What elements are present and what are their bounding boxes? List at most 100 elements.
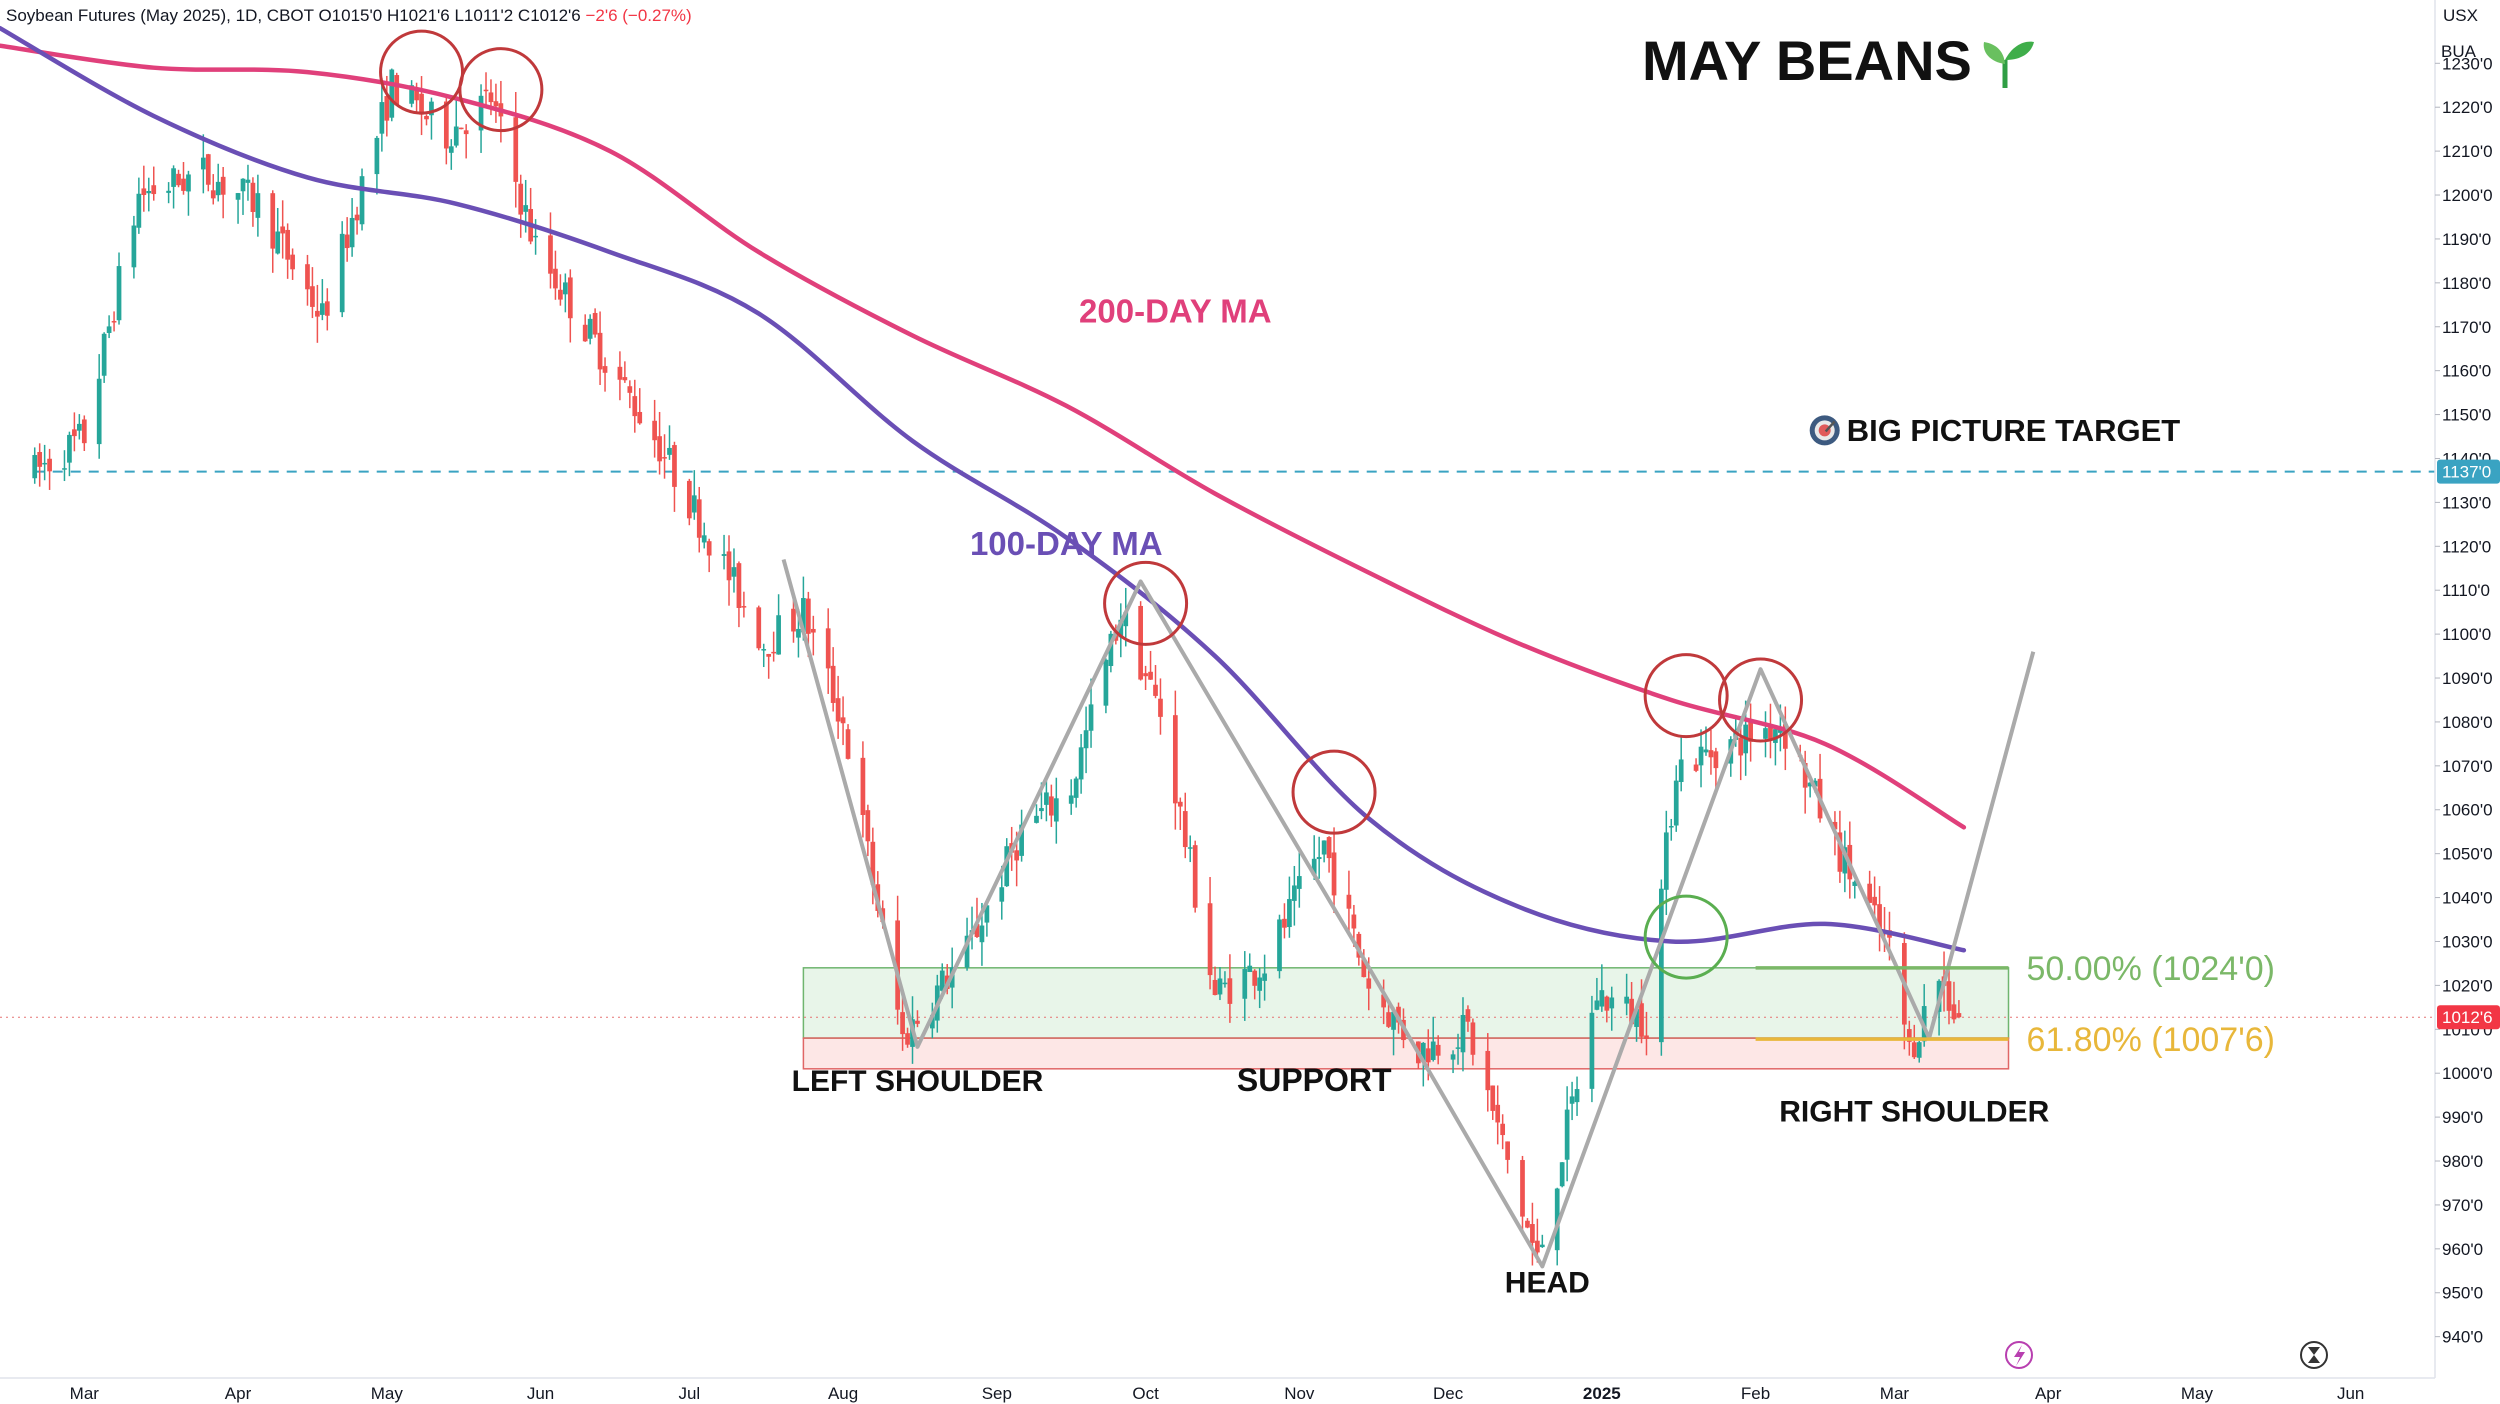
candle bbox=[81, 415, 87, 451]
candle-body bbox=[691, 495, 697, 513]
candle bbox=[47, 448, 52, 490]
candle-body bbox=[305, 264, 310, 290]
candle-body bbox=[1668, 826, 1674, 828]
replay-icon-ring bbox=[2300, 1341, 2328, 1369]
candle-body bbox=[617, 366, 623, 380]
y-tick-label: 1190'0 bbox=[2442, 230, 2491, 249]
candle-body bbox=[67, 434, 72, 463]
candle bbox=[905, 1027, 910, 1048]
candle-body bbox=[1227, 978, 1233, 1004]
candle bbox=[453, 100, 459, 148]
last-price-tag: 1012'6 bbox=[2442, 1008, 2493, 1027]
candle bbox=[657, 411, 662, 475]
replay-icon-glyph bbox=[2308, 1347, 2320, 1363]
candle-body bbox=[285, 229, 290, 260]
candle bbox=[726, 535, 732, 606]
candle bbox=[1530, 1202, 1535, 1266]
candle-body bbox=[870, 841, 876, 885]
x-tick-label: Jul bbox=[678, 1384, 700, 1403]
candle-body bbox=[523, 205, 529, 212]
candle-body bbox=[409, 85, 414, 104]
candle bbox=[1088, 678, 1094, 748]
candle-body bbox=[235, 193, 241, 200]
candle bbox=[1609, 986, 1615, 1031]
candle bbox=[116, 252, 122, 325]
candle-body bbox=[1277, 919, 1282, 972]
candle-body bbox=[766, 653, 772, 657]
candle-body bbox=[840, 717, 846, 724]
highlight-circles bbox=[379, 29, 1804, 980]
candle bbox=[1346, 870, 1352, 933]
candle bbox=[270, 190, 276, 273]
candle bbox=[186, 170, 191, 216]
candle bbox=[1321, 840, 1327, 863]
x-tick-label: May bbox=[2181, 1384, 2214, 1403]
candle bbox=[736, 561, 742, 628]
candle-body bbox=[62, 468, 67, 470]
x-tick-label: Dec bbox=[1433, 1384, 1464, 1403]
y-tick-label: 1230'0 bbox=[2442, 54, 2493, 73]
candle-body bbox=[1296, 876, 1302, 889]
candle bbox=[419, 76, 424, 136]
candle-body bbox=[830, 665, 836, 703]
title-group: MAY BEANS bbox=[1642, 29, 2034, 92]
candle bbox=[1177, 797, 1183, 831]
support-red-zone bbox=[802, 1037, 2010, 1070]
candle bbox=[1262, 954, 1267, 1001]
candle-body bbox=[1604, 996, 1610, 1011]
x-tick-label: 2025 bbox=[1583, 1384, 1621, 1403]
candle-body bbox=[344, 234, 350, 249]
candle-body bbox=[1748, 721, 1753, 742]
x-tick-label: Oct bbox=[1132, 1384, 1159, 1403]
candle-body bbox=[1148, 671, 1153, 680]
candle-body bbox=[1321, 840, 1327, 855]
candle-body bbox=[1525, 1220, 1530, 1228]
candle-body bbox=[1569, 1096, 1575, 1104]
candle bbox=[493, 83, 499, 123]
candle bbox=[617, 351, 623, 401]
candle bbox=[1326, 836, 1332, 873]
candle-body bbox=[220, 176, 226, 195]
candle bbox=[1951, 981, 1957, 1024]
candle-body bbox=[1763, 728, 1768, 739]
candle-body bbox=[895, 920, 900, 1010]
y-tick-label: 1160'0 bbox=[2442, 362, 2491, 381]
candle bbox=[1763, 711, 1768, 758]
candle-body bbox=[1455, 1047, 1461, 1049]
candle-body bbox=[1014, 850, 1020, 861]
candle-body bbox=[602, 366, 608, 373]
candle bbox=[136, 177, 142, 234]
green-circle bbox=[1643, 894, 1729, 980]
candle-body bbox=[1153, 684, 1158, 696]
candle bbox=[1049, 784, 1054, 827]
candle bbox=[582, 314, 588, 342]
candle bbox=[349, 198, 355, 257]
candle-body bbox=[42, 462, 47, 465]
candle-body bbox=[1535, 1240, 1540, 1253]
candle bbox=[76, 414, 82, 440]
candle-body bbox=[796, 628, 801, 638]
candle-body bbox=[1589, 1012, 1595, 1089]
candle bbox=[528, 187, 533, 245]
candle-body bbox=[1559, 1162, 1565, 1187]
candle-body bbox=[240, 178, 246, 192]
candle bbox=[1911, 1024, 1917, 1059]
candle bbox=[394, 72, 400, 106]
moving-averages bbox=[0, 25, 1967, 953]
candle bbox=[310, 267, 315, 319]
annotation-label: HEAD bbox=[1505, 1267, 1590, 1300]
candle bbox=[830, 647, 836, 712]
candle bbox=[652, 399, 657, 458]
y-tick-label: 1000'0 bbox=[2442, 1064, 2493, 1083]
y-tick-label: 1060'0 bbox=[2442, 801, 2493, 820]
lightning-icon-bolt bbox=[2014, 1345, 2025, 1366]
candle-body bbox=[1703, 749, 1709, 753]
candle-body bbox=[801, 598, 806, 633]
candle bbox=[181, 162, 186, 195]
candle bbox=[667, 425, 672, 460]
candle bbox=[290, 248, 295, 280]
candle bbox=[1495, 1085, 1501, 1145]
candle bbox=[72, 412, 77, 452]
candle-body bbox=[1465, 1009, 1471, 1022]
